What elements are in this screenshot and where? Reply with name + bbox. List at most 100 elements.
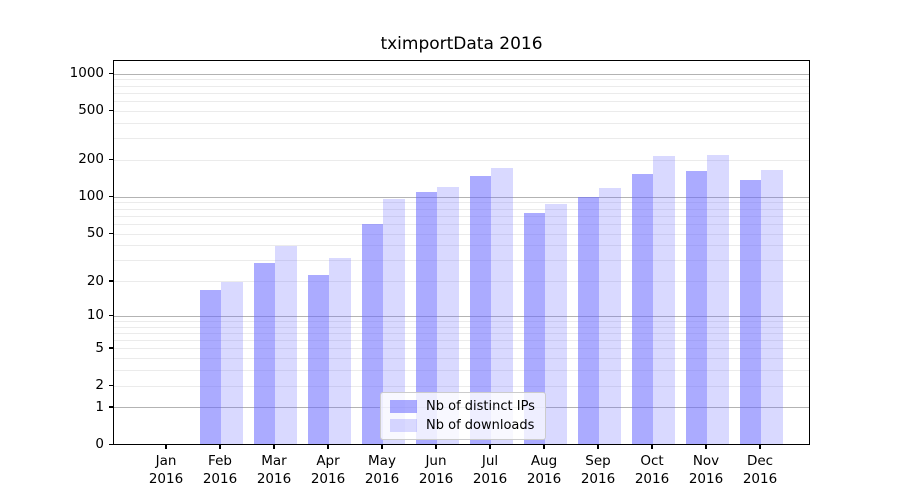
bar-downloads-jun bbox=[437, 186, 459, 444]
x-tick-label-aug: Aug 2016 bbox=[526, 453, 562, 487]
minor-gridline bbox=[114, 245, 809, 247]
x-tick-label-jun: Jun 2016 bbox=[418, 453, 454, 487]
x-tick bbox=[759, 445, 761, 449]
legend-label: Nb of distinct IPs bbox=[426, 399, 535, 414]
x-tick bbox=[651, 445, 653, 449]
minor-gridline bbox=[114, 358, 809, 360]
bar-downloads-feb bbox=[221, 281, 243, 444]
legend: Nb of distinct IPs Nb of downloads bbox=[380, 392, 546, 440]
major-gridline bbox=[114, 196, 809, 198]
bar-ips-dec bbox=[739, 180, 761, 444]
minor-gridline bbox=[114, 202, 809, 204]
minor-gridline bbox=[114, 370, 809, 372]
y-tick-label: 20 bbox=[86, 272, 104, 289]
bar-ips-apr bbox=[307, 274, 329, 444]
legend-item: Nb of distinct IPs bbox=[390, 399, 536, 414]
plot-area: Nb of distinct IPs Nb of downloads bbox=[113, 60, 810, 445]
bar-downloads-oct bbox=[653, 156, 675, 444]
y-tick-label: 1000 bbox=[69, 64, 104, 81]
minor-gridline bbox=[114, 159, 809, 161]
x-tick bbox=[327, 445, 329, 449]
y-tick bbox=[109, 109, 113, 112]
x-tick-label-jan: Jan 2016 bbox=[148, 453, 184, 487]
legend-swatch-downloads bbox=[390, 419, 417, 432]
minor-gridline bbox=[114, 340, 809, 342]
y-tick-label: 500 bbox=[78, 102, 104, 119]
y-tick-label: 0 bbox=[95, 436, 104, 452]
bar-downloads-aug bbox=[545, 204, 567, 444]
y-tick-label: 2 bbox=[95, 377, 104, 393]
minor-gridline bbox=[114, 260, 809, 262]
x-tick bbox=[273, 445, 275, 449]
bar-ips-jun bbox=[415, 191, 437, 444]
legend-item: Nb of downloads bbox=[390, 418, 536, 433]
x-tick-label-mar: Mar 2016 bbox=[256, 453, 292, 487]
x-tick bbox=[435, 445, 437, 449]
x-tick bbox=[597, 445, 599, 449]
minor-gridline bbox=[114, 233, 809, 235]
y-tick bbox=[109, 443, 113, 445]
y-tick bbox=[109, 232, 113, 234]
minor-gridline bbox=[114, 110, 809, 112]
y-tick bbox=[109, 347, 113, 349]
bar-ips-aug bbox=[523, 212, 545, 444]
minor-gridline bbox=[114, 215, 809, 217]
minor-gridline bbox=[114, 85, 809, 87]
bar-downloads-jul bbox=[491, 167, 513, 444]
x-tick bbox=[489, 445, 491, 449]
x-tick bbox=[381, 445, 383, 449]
x-tick-label-may: May 2016 bbox=[364, 453, 400, 487]
x-tick-label-sep: Sep 2016 bbox=[580, 453, 616, 487]
minor-gridline bbox=[114, 333, 809, 335]
bar-downloads-may bbox=[383, 198, 405, 444]
bar-downloads-dec bbox=[761, 170, 783, 444]
y-tick-label: 1 bbox=[95, 398, 104, 415]
minor-gridline bbox=[114, 208, 809, 210]
minor-gridline bbox=[114, 385, 809, 387]
bar-ips-nov bbox=[685, 170, 707, 444]
bar-ips-oct bbox=[631, 173, 653, 444]
bar-downloads-nov bbox=[707, 154, 729, 444]
minor-gridline bbox=[114, 348, 809, 350]
minor-gridline bbox=[114, 223, 809, 225]
x-tick bbox=[543, 445, 545, 449]
legend-swatch-ips bbox=[390, 400, 417, 413]
y-tick-label: 200 bbox=[78, 151, 104, 168]
x-tick-label-apr: Apr 2016 bbox=[310, 453, 346, 487]
bar-ips-sep bbox=[577, 197, 599, 444]
y-tick bbox=[109, 158, 113, 161]
x-tick-label-feb: Feb 2016 bbox=[202, 453, 238, 487]
x-tick bbox=[165, 445, 167, 449]
minor-gridline bbox=[114, 79, 809, 81]
y-tick-label: 10 bbox=[86, 307, 104, 324]
x-tick-label-nov: Nov 2016 bbox=[688, 453, 724, 487]
bar-downloads-mar bbox=[275, 245, 297, 444]
bar-downloads-apr bbox=[329, 257, 351, 444]
y-tick bbox=[109, 314, 113, 317]
y-tick-label: 100 bbox=[78, 188, 104, 205]
chart-title: tximportData 2016 bbox=[380, 34, 543, 54]
minor-gridline bbox=[114, 122, 809, 124]
y-tick-label: 5 bbox=[95, 339, 104, 356]
x-tick-label-dec: Dec 2016 bbox=[742, 453, 778, 487]
minor-gridline bbox=[114, 321, 809, 323]
y-tick bbox=[109, 280, 113, 282]
y-tick bbox=[109, 195, 113, 198]
bar-downloads-sep bbox=[599, 188, 621, 444]
bar-ips-mar bbox=[253, 262, 275, 444]
legend-label: Nb of downloads bbox=[426, 418, 535, 433]
minor-gridline bbox=[114, 281, 809, 283]
bar-ips-jul bbox=[469, 175, 491, 444]
bar-ips-may bbox=[361, 223, 383, 444]
major-gridline bbox=[114, 315, 809, 317]
x-tick-label-oct: Oct 2016 bbox=[634, 453, 670, 487]
x-tick-label-jul: Jul 2016 bbox=[472, 453, 508, 487]
minor-gridline bbox=[114, 326, 809, 328]
y-tick bbox=[109, 72, 113, 74]
y-tick bbox=[109, 406, 113, 408]
minor-gridline bbox=[114, 101, 809, 103]
x-tick bbox=[705, 445, 707, 449]
y-tick-label: 50 bbox=[86, 224, 104, 241]
minor-gridline bbox=[114, 138, 809, 140]
